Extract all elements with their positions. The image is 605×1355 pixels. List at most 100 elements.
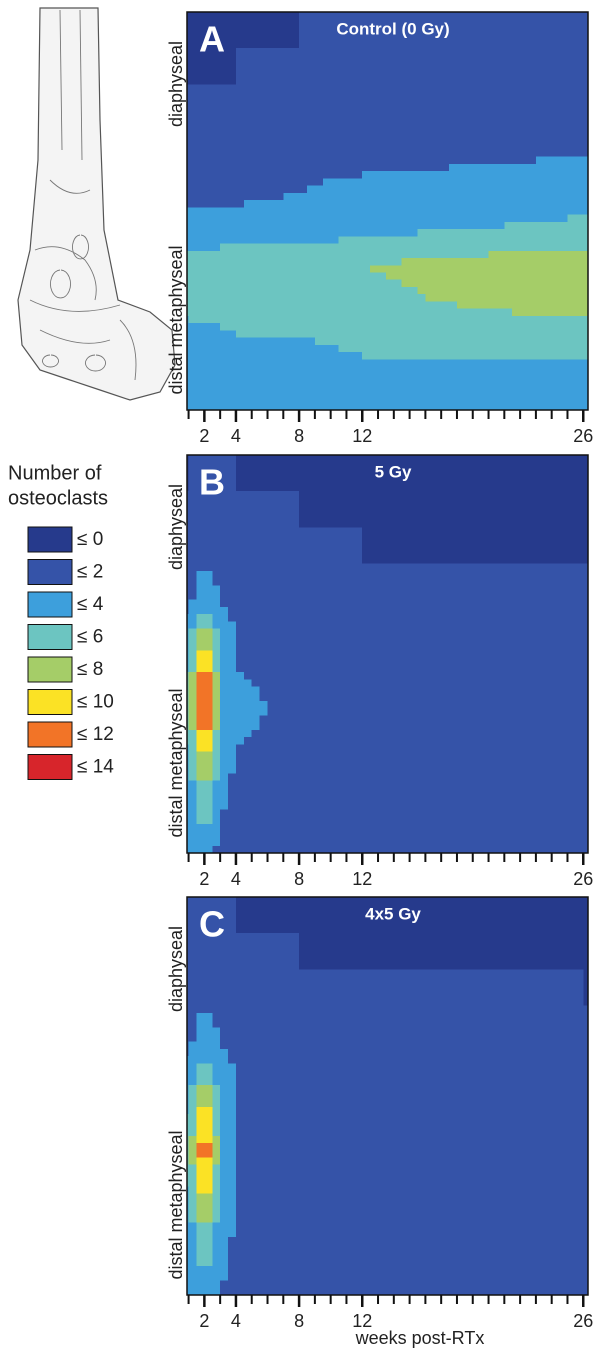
contour-cell xyxy=(378,643,386,651)
contour-cell xyxy=(323,55,331,63)
contour-cell xyxy=(212,244,220,252)
contour-cell xyxy=(291,607,299,615)
contour-cell xyxy=(575,345,583,353)
contour-cell xyxy=(315,381,323,389)
contour-cell xyxy=(536,600,544,608)
contour-cell xyxy=(449,723,457,731)
contour-cell xyxy=(260,629,268,637)
contour-cell xyxy=(354,352,362,360)
contour-cell xyxy=(496,12,504,20)
contour-cell xyxy=(457,330,465,338)
contour-cell xyxy=(244,121,252,129)
contour-cell xyxy=(228,164,236,172)
contour-cell xyxy=(410,650,418,658)
contour-cell xyxy=(315,687,323,695)
contour-cell xyxy=(260,178,268,186)
contour-cell xyxy=(449,258,457,266)
contour-cell xyxy=(417,629,425,637)
contour-cell xyxy=(196,716,204,724)
contour-cell xyxy=(410,730,418,738)
contour-cell xyxy=(473,84,481,92)
contour-cell xyxy=(236,258,244,266)
contour-cell xyxy=(441,491,449,499)
contour-cell xyxy=(244,323,252,331)
contour-cell xyxy=(212,186,220,194)
contour-cell xyxy=(346,84,354,92)
contour-cell xyxy=(291,462,299,470)
contour-cell xyxy=(567,542,575,550)
contour-cell xyxy=(520,381,528,389)
contour-cell xyxy=(552,477,560,485)
contour-cell xyxy=(378,723,386,731)
contour-cell xyxy=(323,592,331,600)
contour-cell xyxy=(323,186,331,194)
contour-cell xyxy=(323,26,331,34)
contour-cell xyxy=(346,469,354,477)
contour-cell xyxy=(299,571,307,579)
contour-cell xyxy=(410,193,418,201)
contour-cell xyxy=(291,585,299,593)
contour-cell xyxy=(410,679,418,687)
contour-cell xyxy=(512,396,520,404)
contour-cell xyxy=(465,41,473,49)
contour-cell xyxy=(220,374,228,382)
contour-cell xyxy=(536,542,544,550)
contour-cell xyxy=(362,352,370,360)
contour-cell xyxy=(299,207,307,215)
contour-cell xyxy=(560,236,568,244)
contour-cell xyxy=(252,26,260,34)
contour-cell xyxy=(268,600,276,608)
contour-cell xyxy=(386,498,394,506)
contour-cell xyxy=(481,513,489,521)
contour-cell xyxy=(370,694,378,702)
contour-cell xyxy=(465,520,473,528)
contour-cell xyxy=(228,48,236,56)
contour-cell xyxy=(512,323,520,331)
contour-cell xyxy=(394,55,402,63)
contour-cell xyxy=(220,244,228,252)
contour-cell xyxy=(370,222,378,230)
contour-cell xyxy=(575,99,583,107)
contour-cell xyxy=(283,716,291,724)
contour-cell xyxy=(283,12,291,20)
contour-cell xyxy=(275,77,283,85)
contour-cell xyxy=(283,142,291,150)
contour-cell xyxy=(378,280,386,288)
contour-cell xyxy=(291,309,299,317)
contour-cell xyxy=(465,186,473,194)
contour-cell xyxy=(339,388,347,396)
contour-cell xyxy=(457,34,465,42)
contour-cell xyxy=(315,309,323,317)
contour-cell xyxy=(354,513,362,521)
contour-cell xyxy=(268,730,276,738)
contour-cell xyxy=(457,396,465,404)
contour-cell xyxy=(204,578,212,586)
contour-cell xyxy=(520,367,528,375)
contour-cell xyxy=(473,186,481,194)
contour-cell xyxy=(560,77,568,85)
contour-cell xyxy=(520,730,528,738)
contour-cell xyxy=(260,236,268,244)
contour-cell xyxy=(204,614,212,622)
contour-cell xyxy=(244,571,252,579)
contour-cell xyxy=(323,63,331,71)
contour-cell xyxy=(536,215,544,223)
contour-cell xyxy=(291,280,299,288)
contour-cell xyxy=(552,542,560,550)
contour-cell xyxy=(299,477,307,485)
contour-cell xyxy=(244,200,252,208)
contour-cell xyxy=(528,149,536,157)
contour-cell xyxy=(489,578,497,586)
contour-cell xyxy=(244,694,252,702)
contour-cell xyxy=(528,55,536,63)
contour-cell xyxy=(567,135,575,143)
contour-cell xyxy=(489,549,497,557)
contour-cell xyxy=(196,542,204,550)
contour-cell xyxy=(323,157,331,165)
contour-cell xyxy=(236,549,244,557)
contour-cell xyxy=(536,222,544,230)
contour-cell xyxy=(552,708,560,716)
contour-cell xyxy=(212,571,220,579)
contour-cell xyxy=(575,585,583,593)
contour-cell xyxy=(189,621,197,629)
